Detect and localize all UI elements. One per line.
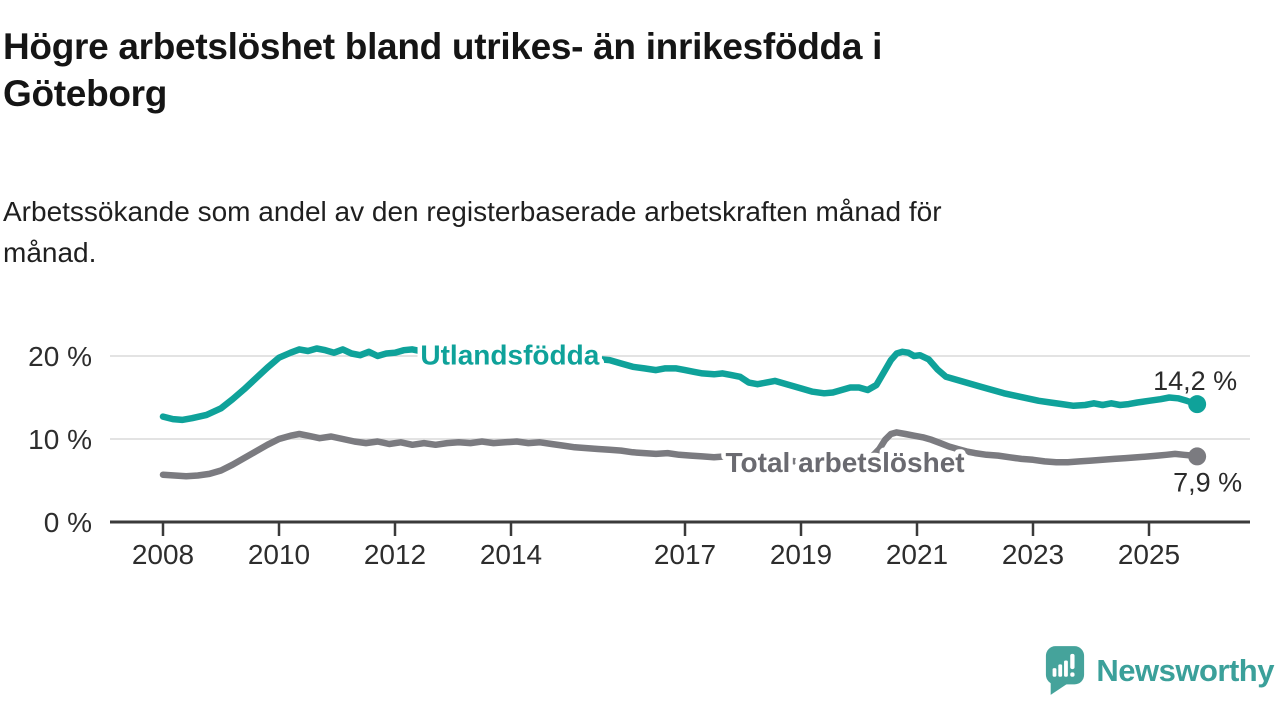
- newsworthy-logo-icon: [1046, 646, 1085, 695]
- x-tick-label-2017: 2017: [654, 539, 716, 570]
- x-tick-label-2025: 2025: [1118, 539, 1180, 570]
- x-tick-label-2010: 2010: [248, 539, 310, 570]
- y-tick-label-0: 0 %: [44, 507, 92, 538]
- x-tick-label-2023: 2023: [1002, 539, 1064, 570]
- x-tick-label-2019: 2019: [770, 539, 832, 570]
- x-tick-label-2012: 2012: [364, 539, 426, 570]
- x-tick-label-2021: 2021: [886, 539, 948, 570]
- end-value-label-total-arbetsloshet: 7,9 %: [1173, 467, 1242, 497]
- chart-subtitle: Arbetssökande som andel av den registerb…: [3, 196, 942, 268]
- series-end-dot-utlandsfodda: [1188, 395, 1207, 414]
- series-label-utlandsfodda: Utlandsfödda: [420, 339, 599, 370]
- chart-title: Högre arbetslöshet bland utrikes- än inr…: [3, 26, 883, 114]
- y-tick-label-10: 10 %: [28, 424, 92, 455]
- newsworthy-wordmark: Newsworthy: [1096, 653, 1274, 688]
- series-end-dot-total-arbetsloshet: [1188, 447, 1207, 466]
- speech-bubble-icon: [1046, 646, 1085, 695]
- series-line-total-arbetsloshet: [159, 429, 1201, 480]
- y-tick-label-20: 20 %: [28, 341, 92, 372]
- x-tick-label-2008: 2008: [132, 539, 194, 570]
- newsworthy-logo[interactable]: Newsworthy: [1044, 643, 1274, 699]
- line-chart-svg: 0 % 10 % 20 % 2008 2010 2012 2014 2017 2019 2021 2…: [28, 335, 1250, 570]
- end-value-label-utlandsfodda: 14,2 %: [1153, 366, 1237, 396]
- series-label-total-arbetsloshet: Total arbetslöshet: [726, 447, 965, 478]
- series-line-utlandsfodda: [159, 345, 1201, 424]
- bar-chart-glyph: [1052, 653, 1075, 677]
- line-chart: 0 % 10 % 20 % 2008 2010 2012 2014 2017 2019 2021 2…: [0, 300, 1280, 595]
- x-tick-label-2014: 2014: [480, 539, 542, 570]
